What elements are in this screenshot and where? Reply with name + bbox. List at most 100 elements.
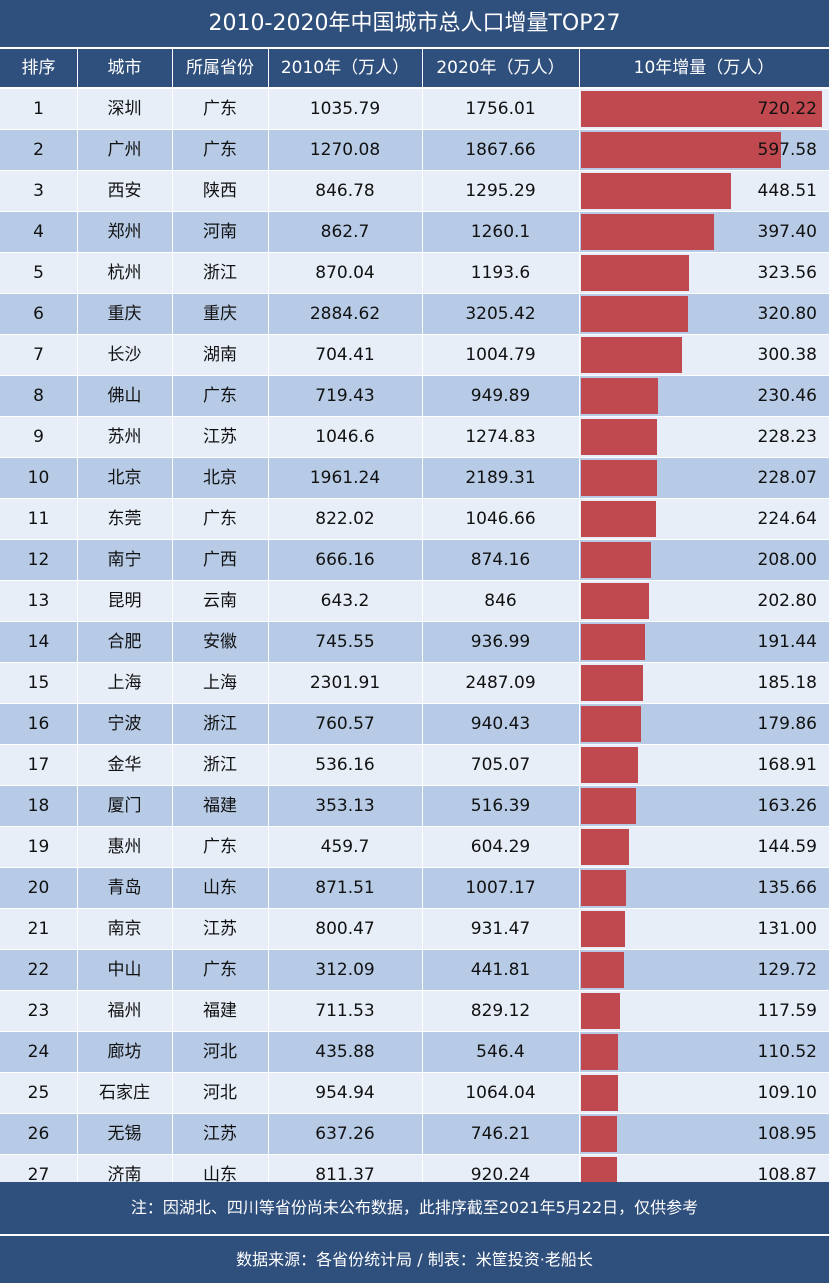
cell-rank: 12 — [27, 550, 50, 570]
cell-pop2020: 604.29 — [470, 837, 531, 857]
table-row: 10 北京 北京 1961.24 2189.31 228.07 — [0, 458, 829, 498]
cell-rank: 4 — [33, 222, 44, 242]
cell-rank: 5 — [33, 263, 44, 283]
column-divider — [77, 49, 78, 1182]
cell-city: 苏州 — [107, 427, 142, 447]
cell-pop2020: 1064.04 — [465, 1083, 536, 1103]
increase-bar — [581, 1075, 618, 1111]
cell-province: 北京 — [203, 468, 237, 488]
increase-value-label: 448.51 — [757, 181, 817, 201]
cell-rank: 3 — [33, 181, 44, 201]
table-row: 13 昆明 云南 643.2 846 202.80 — [0, 581, 829, 621]
cell-rank: 6 — [33, 304, 44, 324]
increase-value-label: 230.46 — [757, 386, 817, 406]
cell-province: 浙江 — [203, 263, 237, 283]
cell-city: 广州 — [107, 140, 142, 160]
header-province: 所属省份 — [186, 58, 254, 78]
cell-pop2020: 936.99 — [470, 632, 531, 652]
cell-pop2010: 643.2 — [320, 591, 370, 611]
column-divider — [172, 49, 173, 1182]
increase-bar — [581, 911, 625, 947]
cell-province: 广东 — [203, 509, 237, 529]
cell-pop2020: 949.89 — [470, 386, 531, 406]
cell-city: 廊坊 — [107, 1042, 142, 1062]
cell-pop2010: 666.16 — [315, 550, 375, 570]
cell-province: 河北 — [203, 1042, 237, 1062]
cell-pop2010: 1961.24 — [309, 468, 381, 488]
increase-bar — [581, 1034, 618, 1070]
cell-pop2010: 745.55 — [315, 632, 375, 652]
cell-city: 西安 — [107, 181, 142, 201]
cell-rank: 10 — [27, 468, 50, 488]
cell-province: 广东 — [203, 99, 237, 119]
cell-pop2020: 441.81 — [470, 960, 531, 980]
cell-province: 山东 — [203, 878, 237, 898]
cell-city: 北京 — [107, 468, 142, 488]
cell-province: 广东 — [203, 837, 237, 857]
cell-province: 河南 — [203, 222, 237, 242]
cell-rank: 27 — [27, 1165, 50, 1185]
cell-pop2020: 829.12 — [470, 1001, 531, 1021]
increase-bar — [581, 583, 649, 619]
cell-pop2010: 459.7 — [320, 837, 370, 857]
cell-pop2010: 711.53 — [315, 1001, 375, 1021]
cell-city: 昆明 — [107, 591, 142, 611]
cell-city: 东莞 — [107, 509, 142, 529]
cell-pop2010: 719.43 — [315, 386, 375, 406]
header-rank: 排序 — [21, 58, 56, 78]
increase-bar — [581, 337, 682, 373]
increase-value-label: 228.07 — [757, 468, 817, 488]
cell-rank: 9 — [33, 427, 44, 447]
table-row: 17 金华 浙江 536.16 705.07 168.91 — [0, 745, 829, 785]
table-row: 7 长沙 湖南 704.41 1004.79 300.38 — [0, 335, 829, 375]
cell-pop2010: 800.47 — [315, 919, 375, 939]
table-row: 23 福州 福建 711.53 829.12 117.59 — [0, 991, 829, 1031]
increase-value-label: 117.59 — [757, 1001, 817, 1021]
increase-bar — [581, 747, 638, 783]
column-divider — [268, 49, 269, 1182]
cell-pop2010: 1270.08 — [309, 140, 381, 160]
cell-province: 安徽 — [203, 632, 237, 652]
cell-pop2020: 546.4 — [476, 1042, 525, 1062]
increase-bar — [581, 255, 689, 291]
cell-province: 江苏 — [203, 427, 237, 447]
cell-rank: 23 — [27, 1001, 50, 1021]
table-row: 26 无锡 江苏 637.26 746.21 108.95 — [0, 1114, 829, 1154]
table-row: 22 中山 广东 312.09 441.81 129.72 — [0, 950, 829, 990]
increase-bar — [581, 173, 731, 209]
cell-province: 广东 — [203, 386, 237, 406]
cell-pop2010: 2301.91 — [309, 673, 381, 693]
cell-pop2020: 1046.66 — [465, 509, 536, 529]
increase-value-label: 144.59 — [757, 837, 817, 857]
cell-city: 福州 — [107, 1001, 142, 1021]
increase-value-label: 108.95 — [757, 1124, 817, 1144]
table-row: 11 东莞 广东 822.02 1046.66 224.64 — [0, 499, 829, 539]
cell-pop2020: 1007.17 — [465, 878, 536, 898]
cell-province: 江苏 — [203, 1124, 237, 1144]
increase-value-label: 228.23 — [757, 427, 817, 447]
header-pop2020: 2020年（万人） — [436, 58, 565, 78]
cell-rank: 2 — [33, 140, 44, 160]
table-row: 2 广州 广东 1270.08 1867.66 597.58 — [0, 130, 829, 170]
cell-pop2010: 2884.62 — [309, 304, 381, 324]
cell-rank: 17 — [27, 755, 50, 775]
table-row: 21 南京 江苏 800.47 931.47 131.00 — [0, 909, 829, 949]
cell-province: 福建 — [203, 1001, 237, 1021]
cell-pop2020: 940.43 — [470, 714, 531, 734]
increase-value-label: 720.22 — [757, 99, 817, 119]
cell-province: 云南 — [203, 591, 237, 611]
cell-city: 宁波 — [107, 714, 142, 734]
increase-value-label: 208.00 — [757, 550, 817, 570]
cell-pop2010: 760.57 — [315, 714, 375, 734]
cell-pop2010: 954.94 — [315, 1083, 375, 1103]
cell-pop2010: 1046.6 — [315, 427, 375, 447]
increase-bar — [581, 214, 714, 250]
cell-city: 无锡 — [107, 1124, 142, 1144]
header-increase: 10年增量（万人） — [633, 58, 775, 78]
cell-city: 石家庄 — [99, 1083, 150, 1103]
increase-value-label: 110.52 — [757, 1042, 817, 1062]
cell-pop2020: 746.21 — [470, 1124, 531, 1144]
table-row: 16 宁波 浙江 760.57 940.43 179.86 — [0, 704, 829, 744]
cell-pop2020: 874.16 — [470, 550, 531, 570]
cell-pop2020: 1756.01 — [465, 99, 536, 119]
